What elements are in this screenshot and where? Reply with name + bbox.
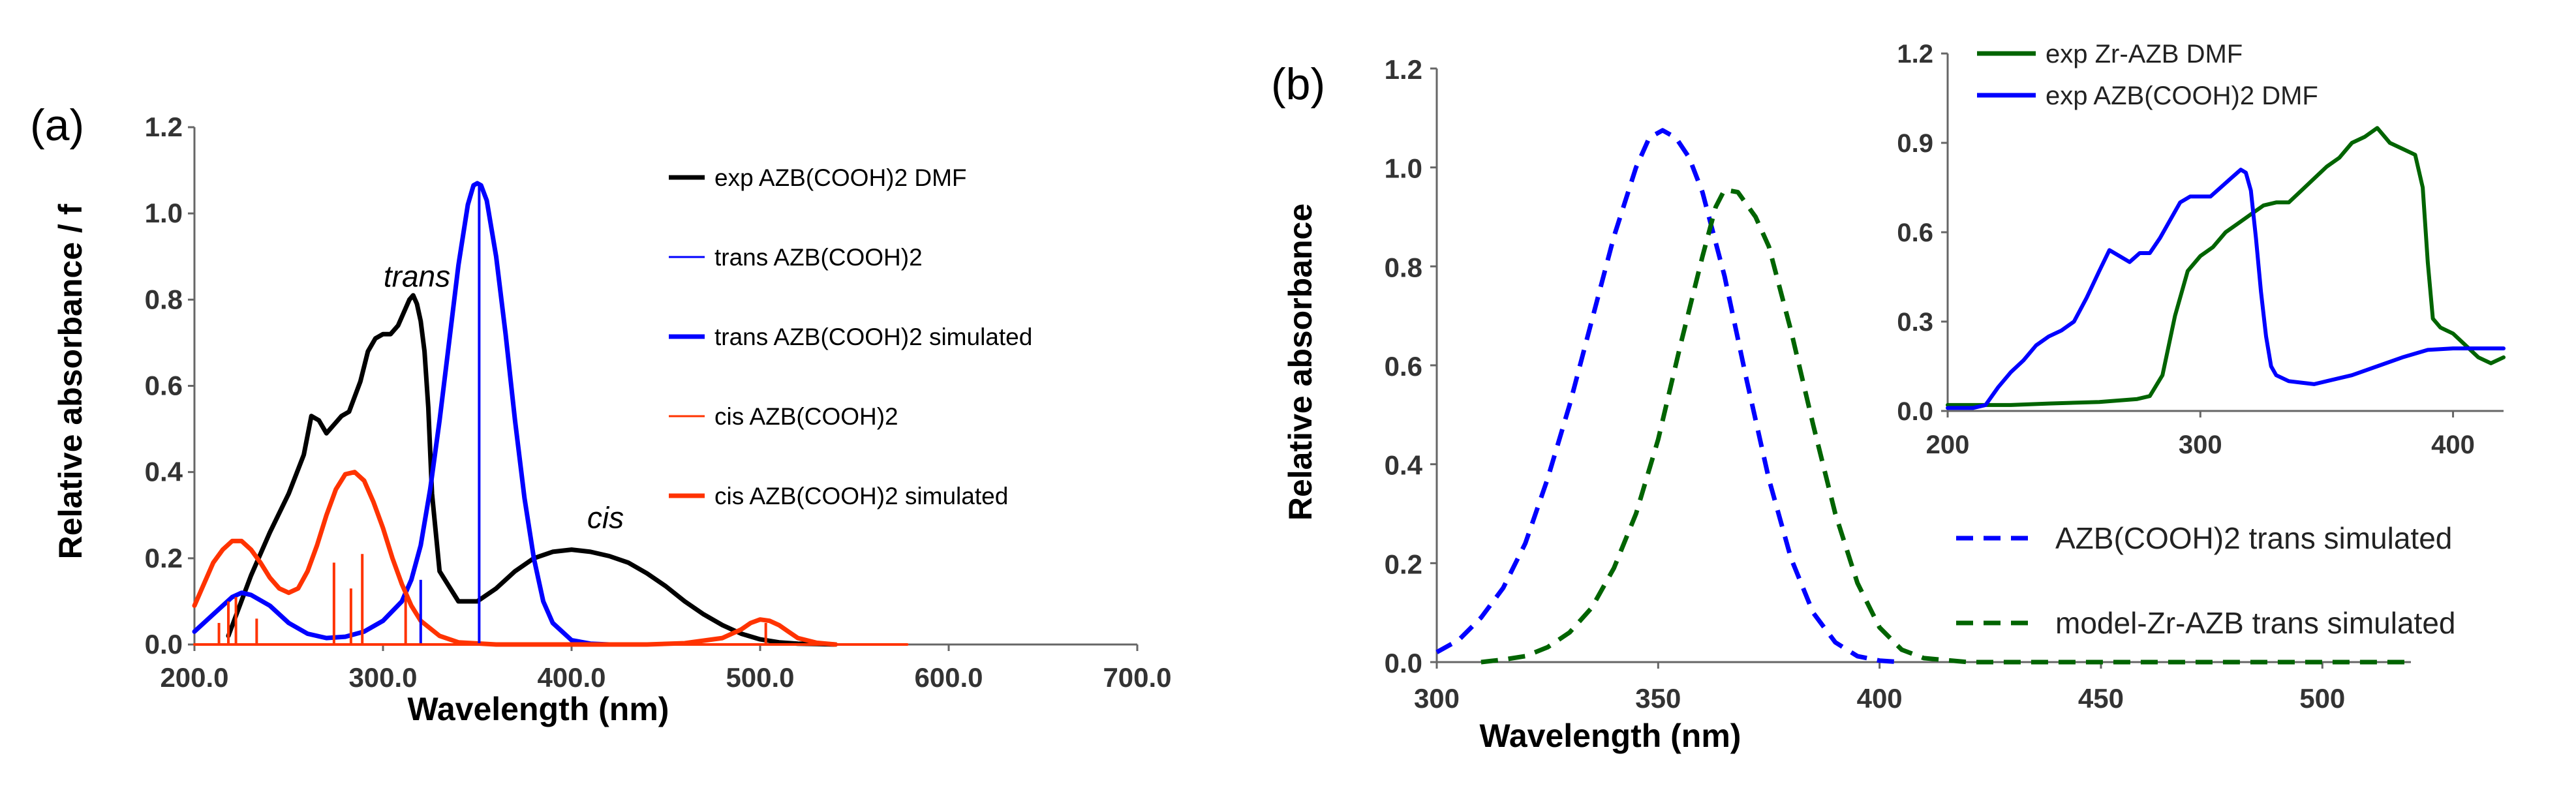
panel-b-xlabel: Wavelength (nm) <box>1480 718 1741 754</box>
panel-a-ylabel: Relative absorbance / f <box>52 204 89 559</box>
inset-x-tick-label: 300 <box>2179 431 2222 459</box>
panel-a-y-tick-label: 0.8 <box>145 284 183 314</box>
panel-a-series-trans-azb-cooh-2-simulated-line <box>192 181 612 647</box>
panel-b-y-tick-label: 1.2 <box>1385 54 1422 85</box>
inset-legend-label: exp AZB(COOH)2 DMF <box>2046 82 2318 110</box>
panel-b-y-tick-label: 1.0 <box>1385 153 1422 184</box>
panel-a-x-tick-label: 300.0 <box>348 662 417 693</box>
inset-series-exp-zr-azb-dmf-line <box>1946 126 2506 407</box>
panel-b-legend-label: model-Zr-AZB trans simulated <box>2055 606 2456 640</box>
inset-x-tick-label: 400 <box>2431 431 2475 459</box>
panel-a-xlabel: Wavelength (nm) <box>408 691 669 727</box>
panel-a-x-tick-label: 400.0 <box>537 662 606 693</box>
inset-legend-label: exp Zr-AZB DMF <box>2046 40 2243 68</box>
panel-a-y-tick-label: 1.0 <box>145 198 183 228</box>
panel-a-annotation-trans: trans <box>384 260 450 294</box>
panel-a-series-exp-azb-cooh-2-dmf-line <box>226 293 838 647</box>
panel-b-x-tick-label: 450 <box>2078 683 2124 714</box>
panel-b-x-tick-label: 400 <box>1857 683 1903 714</box>
panel-b-ylabel: Relative absorbance <box>1282 204 1319 521</box>
panel-a-legend-label: cis AZB(COOH)2 simulated <box>714 483 1008 509</box>
panel-a-y-tick-label: 0.2 <box>145 543 183 573</box>
inset-x-tick-label: 200 <box>1926 431 1970 459</box>
panel-a-legend-label: exp AZB(COOH)2 DMF <box>714 164 967 191</box>
panel-b-y-tick-label: 0.4 <box>1385 450 1423 481</box>
panel-a-legend-label: trans AZB(COOH)2 simulated <box>714 324 1032 350</box>
panel-a-series-cis-azb-cooh-2-simulated-line <box>192 470 838 647</box>
panel-a-x-tick-label: 600.0 <box>914 662 983 693</box>
panel-a-legend-label: trans AZB(COOH)2 <box>714 244 923 271</box>
panel-b-x-tick-label: 300 <box>1414 683 1460 714</box>
panel-a-y-tick-label: 0.0 <box>145 629 183 659</box>
inset-y-tick-label: 0.3 <box>1897 308 1933 337</box>
panel-a-y-tick-label: 0.6 <box>145 371 183 401</box>
panel-b-x-tick-label: 350 <box>1635 683 1681 714</box>
panel-b-y-tick-label: 0.2 <box>1385 549 1422 579</box>
panel-b-x-tick-label: 500 <box>2299 683 2345 714</box>
panel-b-series-model-zr-azb-trans-simulated-line <box>1480 187 2411 665</box>
panel-b-y-tick-label: 0.8 <box>1385 252 1422 282</box>
inset-y-tick-label: 1.2 <box>1897 40 1933 68</box>
panel-b-legend-label: AZB(COOH)2 trans simulated <box>2055 521 2452 555</box>
panel-a-plot: 0.0 0.2 0.4 0.6 0.8 1.0 1.2 200.0 300.0 400.0 500.… <box>145 112 1172 693</box>
inset-y-tick-label: 0.0 <box>1897 397 1933 426</box>
panel-a-y-tick-label: 1.2 <box>145 112 183 142</box>
panel-a-x-tick-label: 700.0 <box>1103 662 1171 693</box>
panel-a-x-tick-label: 500.0 <box>726 662 794 693</box>
panel-b-label: (b) <box>1271 59 1325 109</box>
inset-y-tick-label: 0.6 <box>1897 219 1933 247</box>
panel-a-annotation-cis: cis <box>587 501 624 535</box>
panel-b-y-tick-label: 0.0 <box>1385 648 1422 678</box>
panel-a-legend: exp AZB(COOH)2 DMF trans AZB(COOH)2 trans … <box>669 164 1032 509</box>
inset-legend: exp Zr-AZB DMF exp AZB(COOH)2 DMF <box>1977 40 2318 110</box>
panel-b-plot: 0.0 0.2 0.4 0.6 0.8 1.0 1.2 300 350 400 450 500 AZB(… <box>1385 54 2456 714</box>
panel-a-y-tick-label: 0.4 <box>145 457 183 487</box>
panel-a-label: (a) <box>30 100 84 150</box>
panel-a-x-tick-label: 200.0 <box>160 662 228 693</box>
inset-series-exp-azb-cooh-2-dmf-line <box>1946 168 2506 410</box>
panel-a-legend-label: cis AZB(COOH)2 <box>714 403 898 430</box>
inset-y-tick-label: 0.9 <box>1897 129 1933 158</box>
panel-b-series-azb-cooh-2-trans-simulated-line <box>1435 128 1902 665</box>
panel-b-y-tick-label: 0.6 <box>1385 351 1422 382</box>
panel-b-legend: AZB(COOH)2 trans simulated model-Zr-AZB t… <box>1956 521 2456 640</box>
